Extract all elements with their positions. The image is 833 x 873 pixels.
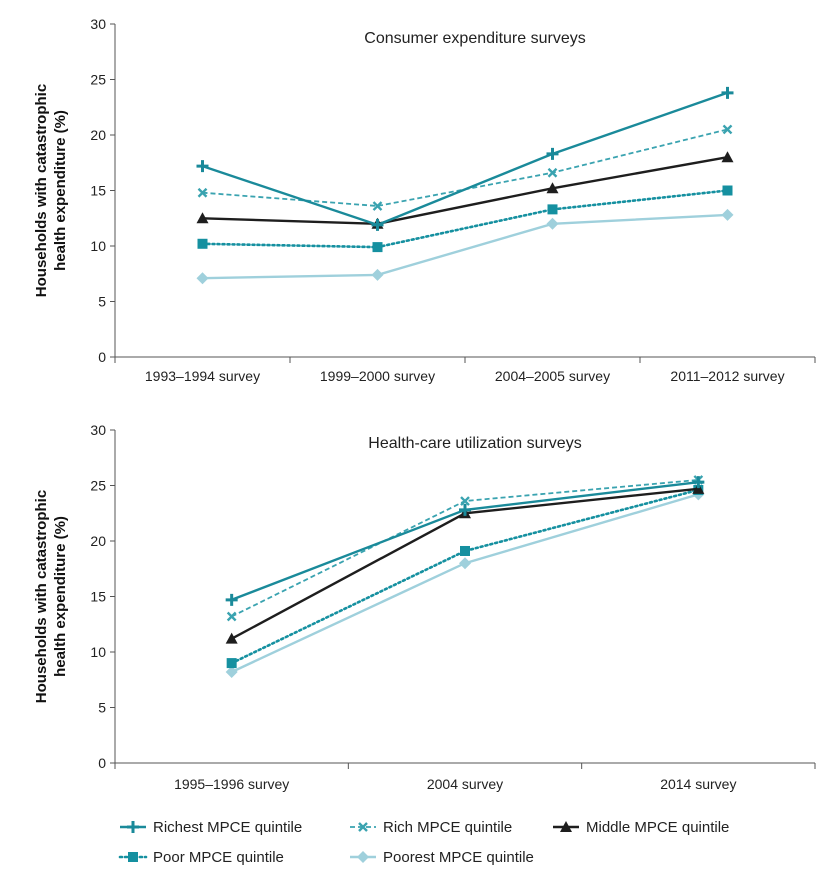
x-tick-label: 2004–2005 survey xyxy=(495,368,610,384)
x-tick-label: 1995–1996 survey xyxy=(174,776,289,792)
y-tick-label: 25 xyxy=(90,478,106,494)
data-point xyxy=(459,557,471,570)
data-point xyxy=(371,268,384,281)
x-tick-label: 1999–2000 survey xyxy=(320,368,435,384)
data-point xyxy=(197,187,208,198)
data-point xyxy=(722,185,733,196)
legend-marker xyxy=(358,822,368,832)
data-point xyxy=(226,658,237,669)
legend-item-poor-mpce-quintile: Poor MPCE quintile xyxy=(118,849,284,866)
y-axis-title-line: health expenditure (%) xyxy=(52,110,69,271)
data-point xyxy=(226,611,237,622)
chart-title: Consumer expenditure surveys xyxy=(364,30,585,47)
chart-title: Health-care utilization surveys xyxy=(368,435,581,452)
legend-marker xyxy=(560,821,572,832)
data-point xyxy=(721,151,734,163)
series-rich-mpce-quintile xyxy=(197,124,733,211)
legend-item-richest-mpce-quintile: Richest MPCE quintile xyxy=(120,819,302,836)
series-richest-mpce-quintile xyxy=(196,86,734,231)
chart-panel-2: 0 5 10 15 20 25 30 1995–1996 survey 2004 survey 2… xyxy=(33,422,816,792)
data-point xyxy=(225,593,238,606)
legend-marker xyxy=(357,851,369,863)
series-line xyxy=(202,213,728,280)
data-point xyxy=(225,632,238,644)
data-point xyxy=(722,124,733,135)
y-tick-label: 20 xyxy=(90,127,106,143)
series-line xyxy=(201,189,729,249)
data-point xyxy=(196,272,209,285)
legend-label: Poorest MPCE quintile xyxy=(383,849,534,866)
x-tick-label: 2014 survey xyxy=(660,776,736,792)
y-axis-title-line: health expenditure (%) xyxy=(52,516,69,677)
data-point xyxy=(225,665,238,678)
y-tick-label: 0 xyxy=(98,755,106,771)
y-tick-label: 15 xyxy=(90,183,106,199)
y-axis-title-line: Households with catastrophic xyxy=(33,84,50,297)
data-point xyxy=(460,545,470,556)
data-point xyxy=(372,242,383,253)
data-point xyxy=(546,147,559,160)
series-richest-mpce-quintile xyxy=(225,476,705,606)
legend-marker xyxy=(128,852,138,862)
series-line xyxy=(202,156,728,226)
y-tick-label: 30 xyxy=(90,16,106,32)
y-axis-title: Households with catastrophic health expen… xyxy=(33,490,69,703)
series-line xyxy=(202,128,728,207)
legend: Richest MPCE quintile Rich MPCE quintile M… xyxy=(118,819,729,866)
data-point xyxy=(197,238,208,249)
legend-item-middle-mpce-quintile: Middle MPCE quintile xyxy=(553,819,729,836)
y-tick-label: 20 xyxy=(90,533,106,549)
series-poor-mpce-quintile xyxy=(197,185,733,253)
legend-label: Rich MPCE quintile xyxy=(383,819,512,836)
data-point xyxy=(459,503,471,516)
legend-label: Poor MPCE quintile xyxy=(153,849,284,866)
chart-panel-1: 0 5 10 15 20 25 30 1993–1994 survey 1999–2000 su… xyxy=(33,16,816,384)
legend-marker xyxy=(127,821,139,833)
y-tick-label: 30 xyxy=(90,422,106,438)
data-point xyxy=(721,86,734,99)
x-tick-label: 1993–1994 survey xyxy=(145,368,260,384)
data-point xyxy=(546,182,559,194)
data-point xyxy=(196,212,209,224)
series-line xyxy=(231,493,699,674)
data-point xyxy=(692,476,705,489)
x-tick-label: 2004 survey xyxy=(427,776,503,792)
y-tick-label: 0 xyxy=(98,349,106,365)
y-tick-label: 5 xyxy=(98,294,106,310)
series-poorest-mpce-quintile xyxy=(196,208,734,285)
data-point xyxy=(547,204,558,215)
data-point xyxy=(196,160,209,173)
y-tick-label: 5 xyxy=(98,700,106,716)
y-axis-title: Households with catastrophic health expen… xyxy=(33,84,69,297)
data-point xyxy=(546,217,559,230)
y-tick-label: 15 xyxy=(90,589,106,605)
legend-item-poorest-mpce-quintile: Poorest MPCE quintile xyxy=(350,849,534,866)
data-point xyxy=(692,482,705,494)
legend-label: Middle MPCE quintile xyxy=(586,819,729,836)
data-point xyxy=(547,167,558,178)
y-tick-label: 10 xyxy=(90,644,106,660)
data-point xyxy=(460,496,470,506)
data-point xyxy=(371,218,384,231)
legend-item-rich-mpce-quintile: Rich MPCE quintile xyxy=(350,819,512,836)
series-line xyxy=(202,91,728,227)
y-tick-label: 10 xyxy=(90,238,106,254)
y-tick-label: 25 xyxy=(90,72,106,88)
data-point xyxy=(721,208,734,221)
data-point xyxy=(372,201,383,211)
y-axis-title-line: Households with catastrophic xyxy=(33,490,50,703)
legend-label: Richest MPCE quintile xyxy=(153,819,302,836)
x-tick-label: 2011–2012 survey xyxy=(670,368,784,384)
